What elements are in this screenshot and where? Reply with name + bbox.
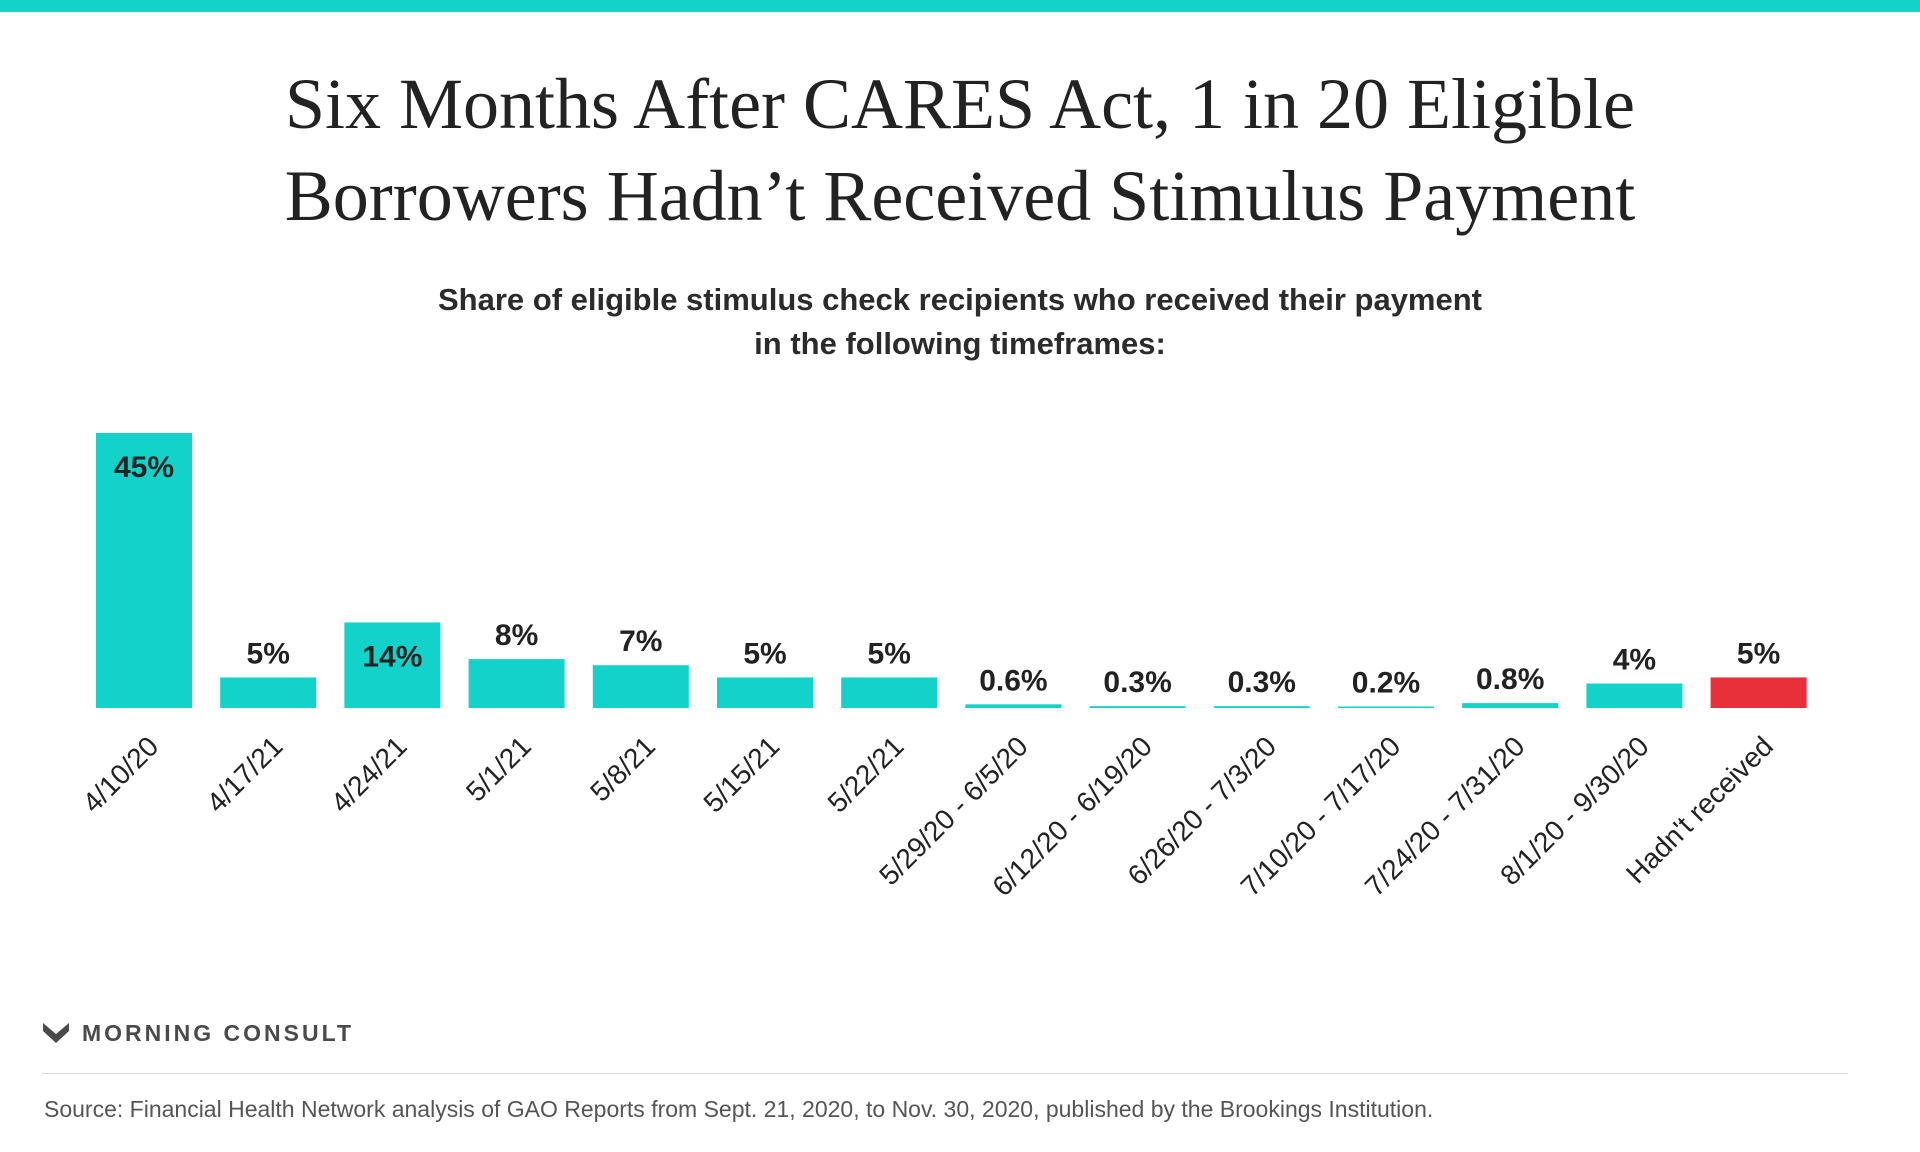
- bar-value-label-12: 0.8%: [1476, 663, 1544, 696]
- bar-7: [841, 677, 938, 708]
- morning-consult-m-icon: [43, 1023, 69, 1043]
- chart-title-line-1: Six Months After CARES Act, 1 in 20 Elig…: [284, 64, 1636, 144]
- bar-value-label-1: 45%: [114, 451, 174, 484]
- x-tick-label-7: 5/22/21: [822, 730, 910, 818]
- bar-9: [1089, 706, 1186, 708]
- bar-1: [96, 433, 192, 708]
- bar-5: [592, 665, 689, 708]
- bar-12: [1462, 703, 1559, 708]
- x-tick-label-1: 4/10/20: [76, 730, 164, 818]
- bar-14: [1710, 677, 1807, 708]
- bar-value-label-10: 0.3%: [1228, 666, 1296, 699]
- bar-11: [1338, 706, 1434, 708]
- x-tick-label-3: 4/24/21: [325, 730, 413, 818]
- bar-value-label-3: 14%: [362, 640, 422, 673]
- chart-subtitle-line-2: in the following timeframes:: [754, 326, 1166, 361]
- bar-value-label-11: 0.2%: [1352, 667, 1420, 700]
- bar-6: [717, 677, 813, 708]
- x-tick-label-5: 5/8/21: [584, 730, 661, 807]
- bar-value-label-14: 5%: [1737, 637, 1780, 670]
- chart-title-line-2: Borrowers Hadn’t Received Stimulus Payme…: [284, 156, 1636, 236]
- morning-consult-logo: MORNING CONSULT: [42, 1018, 354, 1048]
- bar-value-label-5: 7%: [619, 625, 662, 658]
- bar-chart: 45% 4/10/20 5% 4/17/21 14% 4/24/21 8% 5/1/21 7% 5…: [76, 433, 1807, 902]
- chart-subtitle-line-1: Share of eligible stimulus check recipie…: [437, 282, 1482, 317]
- chart-subtitle: Share of eligible stimulus check recipie…: [0, 278, 1920, 366]
- bar-10: [1213, 706, 1310, 708]
- bar-8: [965, 704, 1062, 708]
- bar-4: [468, 659, 565, 708]
- top-accent-bar: [0, 0, 1920, 12]
- bar-value-label-13: 4%: [1613, 644, 1656, 677]
- bar-value-label-9: 0.3%: [1103, 666, 1171, 699]
- x-tick-label-4: 5/1/21: [460, 730, 537, 807]
- bar-value-label-7: 5%: [868, 637, 911, 670]
- source-note: Source: Financial Health Network analysi…: [44, 1096, 1434, 1122]
- bar-2: [220, 677, 317, 708]
- logo-wordmark: MORNING CONSULT: [82, 1019, 355, 1046]
- bar-value-label-4: 8%: [495, 619, 538, 652]
- x-tick-label-2: 4/17/21: [201, 730, 289, 818]
- bar-value-label-8: 0.6%: [979, 664, 1047, 697]
- bar-13: [1586, 683, 1683, 708]
- chart-title: Six Months After CARES Act, 1 in 20 Elig…: [0, 58, 1920, 242]
- bar-value-label-2: 5%: [247, 637, 290, 670]
- footer-divider: [42, 1073, 1848, 1074]
- bar-3: [344, 622, 441, 708]
- bar-value-label-6: 5%: [743, 637, 786, 670]
- x-tick-label-6: 5/15/21: [697, 730, 785, 818]
